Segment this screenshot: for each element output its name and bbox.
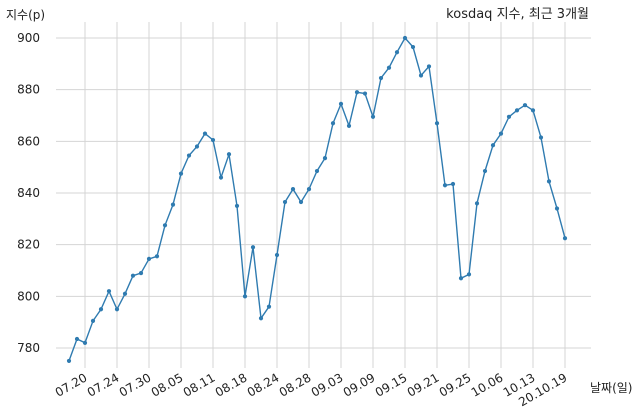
data-point [162, 223, 168, 228]
x-tick-label: 10.06 [469, 370, 506, 399]
data-point [450, 181, 456, 187]
y-tick-label: 840 [17, 186, 40, 200]
y-tick-label: 860 [17, 134, 40, 148]
data-point [434, 121, 440, 126]
data-point [554, 206, 560, 211]
data-point [378, 75, 384, 81]
data-point [530, 108, 536, 113]
x-tick-label: 08.11 [181, 370, 218, 399]
data-point [98, 307, 104, 312]
data-point [194, 144, 200, 149]
data-point [298, 199, 304, 205]
data-point [338, 101, 344, 106]
data-point [442, 183, 448, 188]
x-tick-label: 09.03 [309, 370, 346, 399]
data-point [354, 90, 360, 95]
data-point [210, 137, 216, 143]
y-tick-label: 880 [17, 83, 40, 97]
x-ticks: 07.2007.2407.3008.0508.1108.1808.2408.28… [53, 370, 570, 409]
data-point [250, 245, 256, 250]
data-point [322, 156, 328, 161]
data-point [418, 73, 424, 78]
x-tick-label: 07.30 [117, 370, 154, 399]
x-tick-label: 08.18 [213, 370, 250, 399]
x-tick-label: 08.28 [277, 370, 314, 399]
data-point [130, 273, 136, 278]
x-tick-label: 09.09 [341, 370, 378, 399]
x-tick-label: 09.25 [437, 370, 474, 399]
data-point [274, 252, 280, 258]
x-tick-label: 08.05 [149, 370, 186, 399]
x-tick-label: 09.15 [373, 370, 410, 399]
data-point [226, 152, 232, 157]
data-point [138, 270, 144, 276]
data-point [426, 64, 432, 69]
data-point [386, 65, 392, 70]
data-point [186, 153, 192, 158]
data-point [154, 254, 160, 259]
data-point [282, 199, 288, 205]
data-point [82, 340, 88, 345]
x-tick-label: 07.20 [53, 370, 90, 399]
data-point [202, 131, 208, 136]
data-point [498, 131, 504, 136]
data-point [114, 307, 120, 312]
data-point [466, 272, 472, 277]
chart-title: kosdaq 지수, 최근 3개월 [446, 7, 589, 22]
data-point [562, 236, 568, 241]
data-point [290, 187, 296, 192]
x-tick-label: 09.21 [405, 370, 442, 399]
y-tick-label: 780 [17, 341, 40, 355]
data-point [394, 50, 400, 55]
data-point [306, 187, 312, 192]
data-point [402, 35, 408, 41]
data-point [170, 202, 176, 207]
y-tick-label: 800 [17, 289, 40, 303]
x-tick-label: 08.24 [245, 370, 282, 399]
data-point [506, 114, 512, 119]
data-point [514, 108, 520, 113]
data-point [66, 358, 72, 364]
data-point [458, 276, 464, 281]
data-points [66, 35, 568, 364]
y-axis-label: 지수(p) [6, 8, 45, 22]
data-point [258, 316, 264, 321]
grid [56, 22, 591, 368]
data-point [330, 121, 336, 126]
data-point [314, 168, 320, 174]
data-point [362, 91, 368, 96]
data-point [482, 168, 488, 174]
data-point [546, 179, 552, 184]
data-point [522, 103, 528, 108]
data-point [74, 336, 80, 342]
data-point [474, 201, 480, 206]
data-point [218, 175, 224, 180]
data-point [106, 289, 112, 294]
data-point [234, 203, 240, 209]
data-point [90, 318, 96, 323]
data-point [266, 304, 272, 309]
x-axis-label: 날짜(일) [590, 381, 632, 395]
y-ticks: 780 800 820 840 860 880 900 [17, 31, 40, 355]
data-point [122, 291, 128, 296]
data-point [178, 171, 184, 176]
data-point [410, 44, 416, 50]
data-point [146, 256, 152, 261]
series-line [68, 36, 566, 362]
data-point [242, 294, 248, 299]
data-point [370, 114, 376, 119]
data-point [346, 123, 352, 128]
y-tick-label: 900 [17, 31, 40, 45]
data-point [538, 135, 544, 140]
y-tick-label: 820 [17, 238, 40, 252]
x-tick-label: 07.24 [85, 370, 122, 399]
data-point [490, 143, 496, 148]
